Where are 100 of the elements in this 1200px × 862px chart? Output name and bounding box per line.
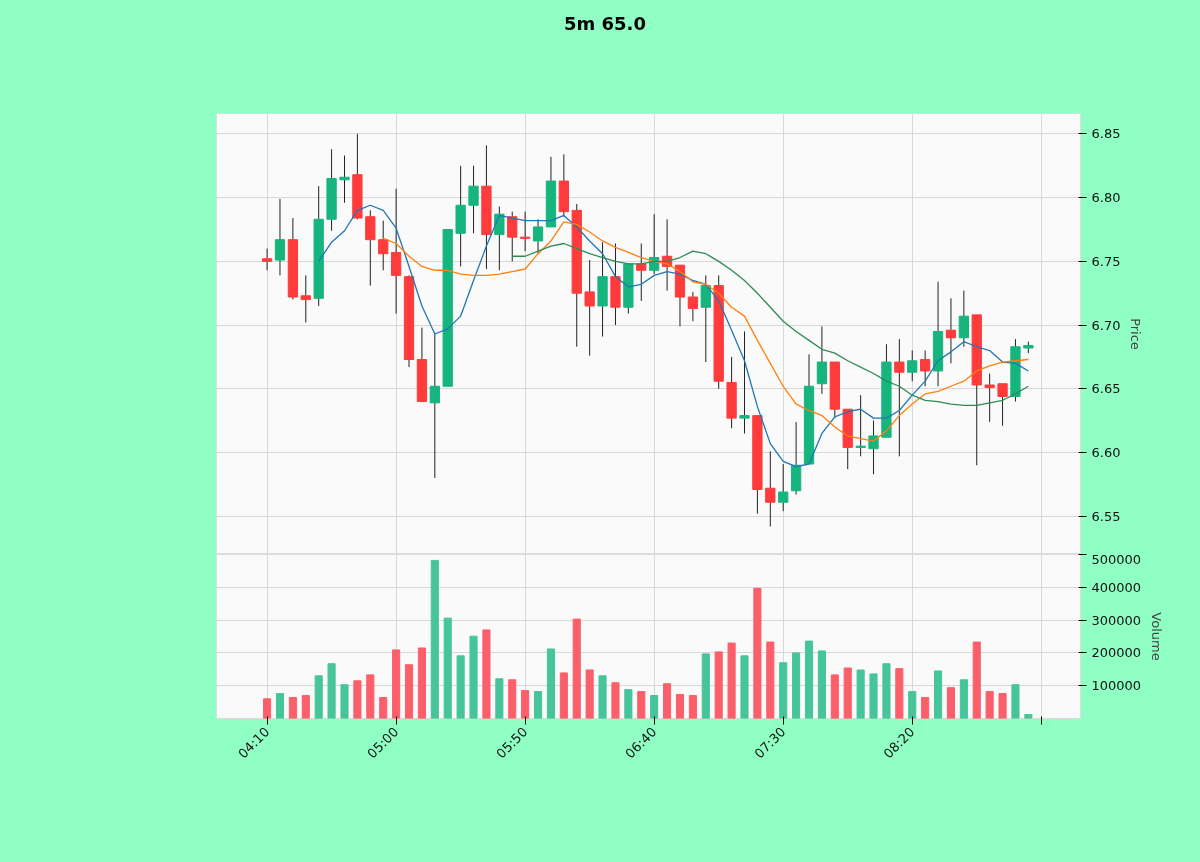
candlestick	[378, 220, 389, 271]
y-tick-label: 400000	[1091, 579, 1142, 595]
bar	[882, 663, 891, 719]
candlestick	[816, 325, 828, 395]
candlestick	[997, 383, 1008, 427]
bar	[959, 679, 968, 719]
candlestick	[261, 248, 273, 271]
bar	[1011, 684, 1020, 719]
y-tick-label: 6.75	[1091, 253, 1121, 269]
bar	[637, 691, 646, 719]
y-tick-label: 300000	[1091, 612, 1142, 628]
y-tick-label: 6.60	[1091, 445, 1121, 461]
bar	[869, 673, 878, 719]
candlestick	[868, 420, 879, 475]
candlestick	[494, 206, 505, 271]
bar	[766, 641, 775, 719]
bar	[404, 664, 414, 719]
bar	[675, 694, 685, 719]
bar	[508, 679, 517, 719]
bar	[482, 629, 491, 719]
candlestick	[855, 394, 866, 457]
bar	[353, 680, 362, 719]
bar	[327, 663, 336, 719]
candlestick	[274, 198, 286, 276]
bar	[301, 695, 310, 719]
y-tick-label: 100000	[1091, 678, 1142, 694]
bar	[624, 689, 633, 719]
y-tick-label: 6.80	[1091, 190, 1121, 206]
bar	[340, 684, 349, 719]
bar	[856, 669, 865, 719]
bar	[701, 653, 710, 719]
bar	[611, 682, 620, 719]
bar	[443, 617, 452, 719]
bar	[650, 695, 659, 719]
y-tick-label: 6.55	[1091, 508, 1121, 524]
line-series	[511, 242, 1030, 407]
bar	[753, 587, 762, 719]
candlestick	[300, 274, 311, 324]
candlestick	[520, 211, 531, 252]
bar	[366, 674, 375, 719]
bar	[456, 655, 465, 719]
bar	[546, 648, 555, 719]
bar	[985, 691, 994, 719]
candlestick	[984, 373, 995, 423]
bar	[972, 641, 981, 719]
candlestick	[468, 165, 479, 234]
candlestick	[636, 243, 647, 302]
y-tick-label: 6.85	[1091, 126, 1121, 142]
bar	[817, 650, 826, 719]
candlestick	[584, 259, 595, 357]
chart-title: 5m 65.0	[564, 12, 646, 36]
candlestick	[920, 350, 931, 387]
candlestick	[429, 332, 440, 479]
y-axis-title: Price	[1128, 318, 1144, 350]
bar	[727, 642, 736, 719]
bar	[921, 697, 930, 719]
bar	[275, 693, 285, 719]
bar	[314, 675, 323, 719]
bar	[908, 691, 917, 719]
bar	[895, 668, 904, 719]
bar	[804, 640, 814, 719]
candlestick	[687, 291, 699, 322]
candlestick	[778, 463, 789, 512]
bar	[521, 690, 530, 719]
candlestick	[390, 188, 402, 315]
y-tick-label: 200000	[1091, 645, 1142, 661]
candlestick	[532, 218, 544, 255]
bar	[843, 667, 852, 719]
bar	[469, 635, 478, 719]
candlestick	[945, 297, 957, 364]
candlestick	[739, 330, 750, 434]
bar	[572, 618, 581, 719]
bar	[430, 559, 439, 719]
candlestick	[507, 211, 518, 262]
bar	[379, 697, 388, 719]
bar	[779, 662, 788, 719]
bar	[792, 652, 801, 719]
bar	[998, 693, 1007, 719]
candlestick	[907, 350, 918, 382]
bar	[534, 691, 543, 719]
y-tick-label: 500000	[1091, 551, 1142, 567]
bar	[714, 651, 723, 719]
bar	[392, 649, 401, 719]
candlestick	[894, 338, 905, 457]
candlestick	[765, 450, 776, 527]
bar	[946, 687, 955, 719]
y-tick-label: 6.70	[1091, 317, 1121, 333]
y-tick-label: 6.65	[1091, 381, 1121, 397]
candlestick	[700, 274, 711, 363]
bar	[598, 675, 607, 719]
y-axis-title: Volume	[1149, 612, 1165, 661]
bar	[417, 647, 426, 719]
bar	[559, 672, 568, 719]
bar	[1024, 714, 1033, 719]
bar	[934, 670, 943, 719]
bar	[585, 669, 594, 719]
candlestick	[339, 155, 350, 204]
bar	[830, 674, 839, 719]
candlestick	[365, 209, 376, 287]
bar	[688, 695, 697, 719]
